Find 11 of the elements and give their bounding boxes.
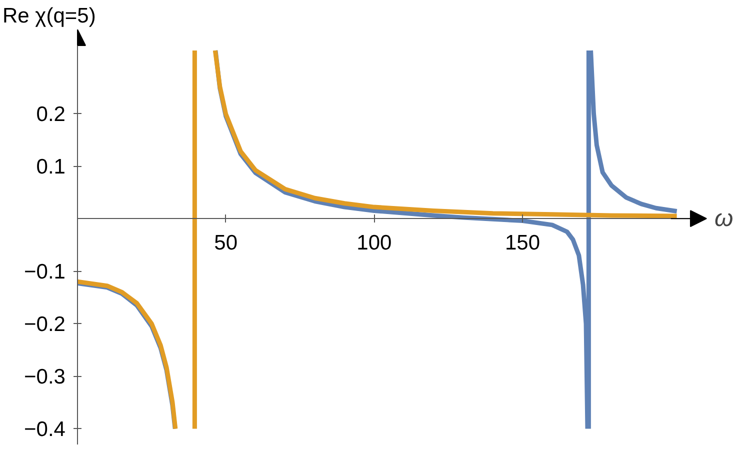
y-tick-label: −0.1	[24, 260, 66, 284]
y-tick-label: 0.1	[36, 156, 66, 179]
y-axis-title: Re χ(q=5)	[2, 4, 96, 28]
x-tick-label: 50	[214, 232, 238, 255]
y-tick-label: −0.2	[24, 313, 66, 336]
x-tick-label: 150	[505, 232, 540, 255]
y-tick-label: 0.2	[36, 103, 66, 126]
y-tick-label: −0.4	[24, 418, 66, 442]
x-axis-title: ω	[714, 205, 734, 232]
y-tick-label: −0.3	[24, 366, 66, 389]
x-tick-label: 100	[356, 232, 392, 255]
